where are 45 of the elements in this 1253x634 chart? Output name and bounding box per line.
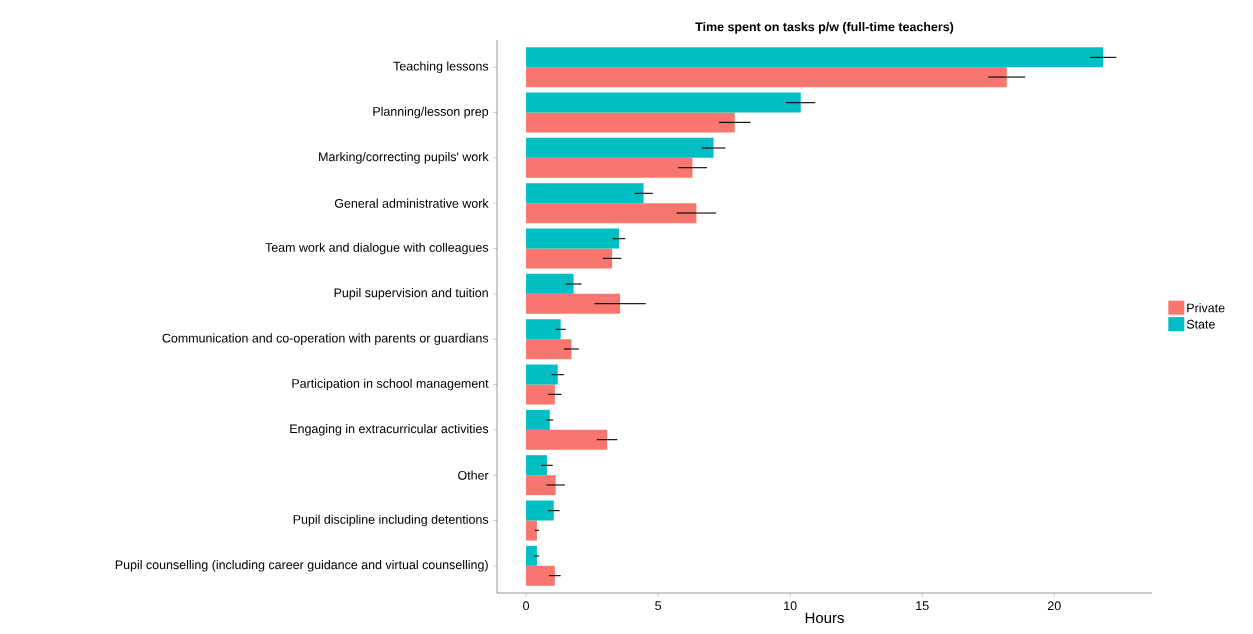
y-tick-label: Other bbox=[458, 470, 489, 480]
x-tick-label: 5 bbox=[655, 601, 662, 611]
x-tick-label: 10 bbox=[784, 601, 797, 611]
x-tick-label: 20 bbox=[1047, 601, 1061, 611]
x-tick-label: 0 bbox=[523, 601, 530, 611]
y-tick-label: Pupil discipline including detentions bbox=[293, 514, 489, 527]
bar bbox=[526, 273, 574, 294]
bar bbox=[526, 500, 554, 521]
bar bbox=[526, 545, 537, 566]
y-tick-label: Communication and co-operation with parents or guardians bbox=[162, 333, 489, 345]
bar bbox=[526, 248, 613, 269]
y-tick-label: Pupil supervision and tuition bbox=[334, 288, 488, 300]
bar bbox=[526, 228, 620, 249]
bar bbox=[526, 565, 555, 586]
bar bbox=[526, 203, 697, 224]
bar bbox=[526, 319, 561, 340]
y-tick-label: Marking/correcting pupils' work bbox=[319, 152, 489, 164]
bar bbox=[526, 364, 558, 385]
y-tick-label: Team work and dialogue with colleagues bbox=[265, 242, 489, 255]
y-tick-label: Teaching lessons bbox=[393, 61, 489, 73]
bar bbox=[526, 455, 547, 476]
y-tick-label: Pupil counselling (including career guidance and virtual counselling) bbox=[115, 560, 488, 572]
x-axis-title: Hours bbox=[805, 612, 844, 624]
bar bbox=[526, 339, 572, 360]
bar bbox=[526, 67, 1007, 88]
bar bbox=[526, 137, 714, 158]
bar bbox=[526, 157, 693, 178]
y-tick-label: Planning/lesson prep bbox=[373, 106, 489, 119]
bar bbox=[526, 112, 735, 133]
x-tick-label: 15 bbox=[916, 601, 929, 611]
chart-title: Time spent on tasks p/w (full-time teachers) bbox=[695, 22, 954, 34]
bar bbox=[526, 47, 1104, 68]
bar bbox=[526, 293, 621, 314]
legend-label: State bbox=[1186, 319, 1215, 329]
y-tick-label: General administrative work bbox=[334, 198, 489, 208]
y-tick-label: Participation in school management bbox=[292, 378, 489, 391]
bar bbox=[526, 475, 556, 496]
y-tick-label: Engaging in extracurricular activities bbox=[290, 424, 489, 436]
bar bbox=[526, 520, 537, 541]
bar bbox=[526, 409, 550, 430]
bar bbox=[526, 384, 555, 405]
bar bbox=[526, 92, 801, 113]
bar bbox=[526, 183, 644, 204]
bar bbox=[526, 429, 608, 450]
legend-label: Private bbox=[1187, 303, 1225, 313]
